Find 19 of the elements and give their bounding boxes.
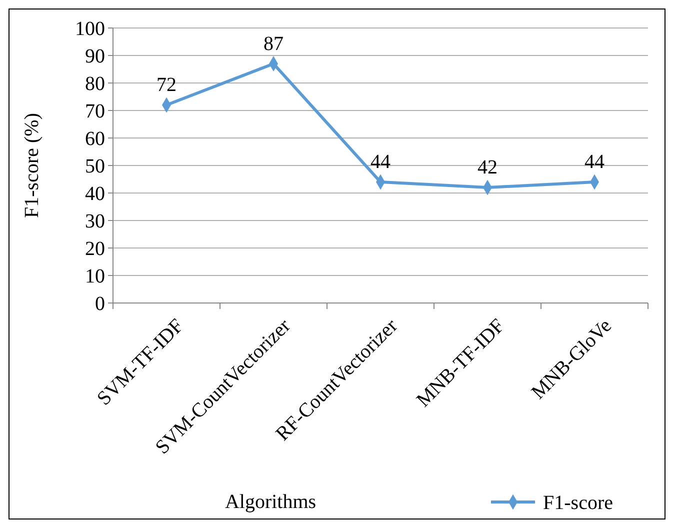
y-tick-label: 10 [85,266,105,288]
y-tick-label: 90 [85,46,105,68]
y-axis-title: F1-score (%) [21,113,43,218]
y-tick-label: 100 [75,18,105,40]
data-label: 44 [584,151,604,173]
y-tick-label: 60 [85,128,105,150]
data-label: 42 [478,156,498,178]
y-tick-label: 70 [85,100,105,122]
data-label: 87 [264,32,284,55]
y-tick-label: 80 [85,73,105,95]
y-tick-label: 50 [85,156,105,178]
data-label: 44 [370,151,390,173]
y-tick-label: 0 [95,293,105,315]
y-tick-label: 20 [85,238,105,260]
data-label: 72 [156,74,176,96]
x-axis-title: Algorithms [224,491,316,513]
legend-label: F1-score [543,492,614,514]
y-tick-label: 30 [85,210,105,232]
y-tick-label: 40 [85,183,105,205]
